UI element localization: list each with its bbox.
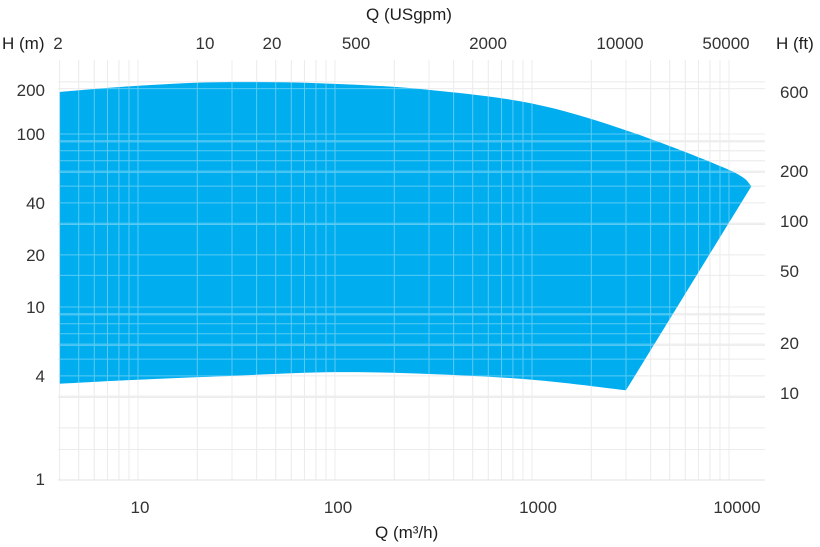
left-axis-tick-label: 100: [16, 125, 45, 144]
top-axis-tick-label: 10000: [596, 34, 644, 53]
top-axis-title: Q (USgpm): [366, 5, 452, 24]
top-axis-tick-label: 50000: [702, 34, 750, 53]
right-axis-title: H (ft): [776, 34, 814, 53]
bottom-axis-tick-label: 1000: [519, 498, 557, 517]
left-axis-tick-label: 4: [35, 367, 45, 386]
left-axis-tick-label: 200: [16, 81, 45, 100]
top-axis-tick-label: 2: [53, 34, 63, 53]
right-axis-tick-label: 100: [780, 212, 809, 231]
top-axis-tick-label: 2000: [469, 34, 507, 53]
left-axis-title: H (m): [2, 34, 45, 53]
left-axis-tick-label: 20: [26, 246, 45, 265]
bottom-axis-tick-label: 10: [130, 498, 150, 517]
bottom-axis-title: Q (m³/h): [375, 523, 439, 542]
top-axis-tick-label: 20: [262, 34, 282, 53]
top-axis-tick-label: 500: [341, 34, 371, 53]
bottom-axis-tick-label: 100: [323, 498, 353, 517]
right-axis-tick-label: 10: [780, 384, 799, 403]
left-axis-tick-label: 1: [35, 470, 45, 489]
gridlines-over-area: [58, 60, 765, 480]
right-axis-tick-label: 20: [780, 334, 799, 353]
performance-envelope-area: [59, 81, 752, 391]
left-axis-tick-label: 40: [26, 194, 45, 213]
bottom-axis-tick-label: 10000: [713, 498, 761, 517]
right-axis-tick-label: 600: [780, 83, 809, 102]
right-axis-tick-label: 200: [780, 162, 809, 181]
left-axis-tick-label: 10: [26, 298, 45, 317]
right-axis-tick-label: 50: [780, 262, 799, 281]
top-axis-tick-label: 10: [195, 34, 215, 53]
